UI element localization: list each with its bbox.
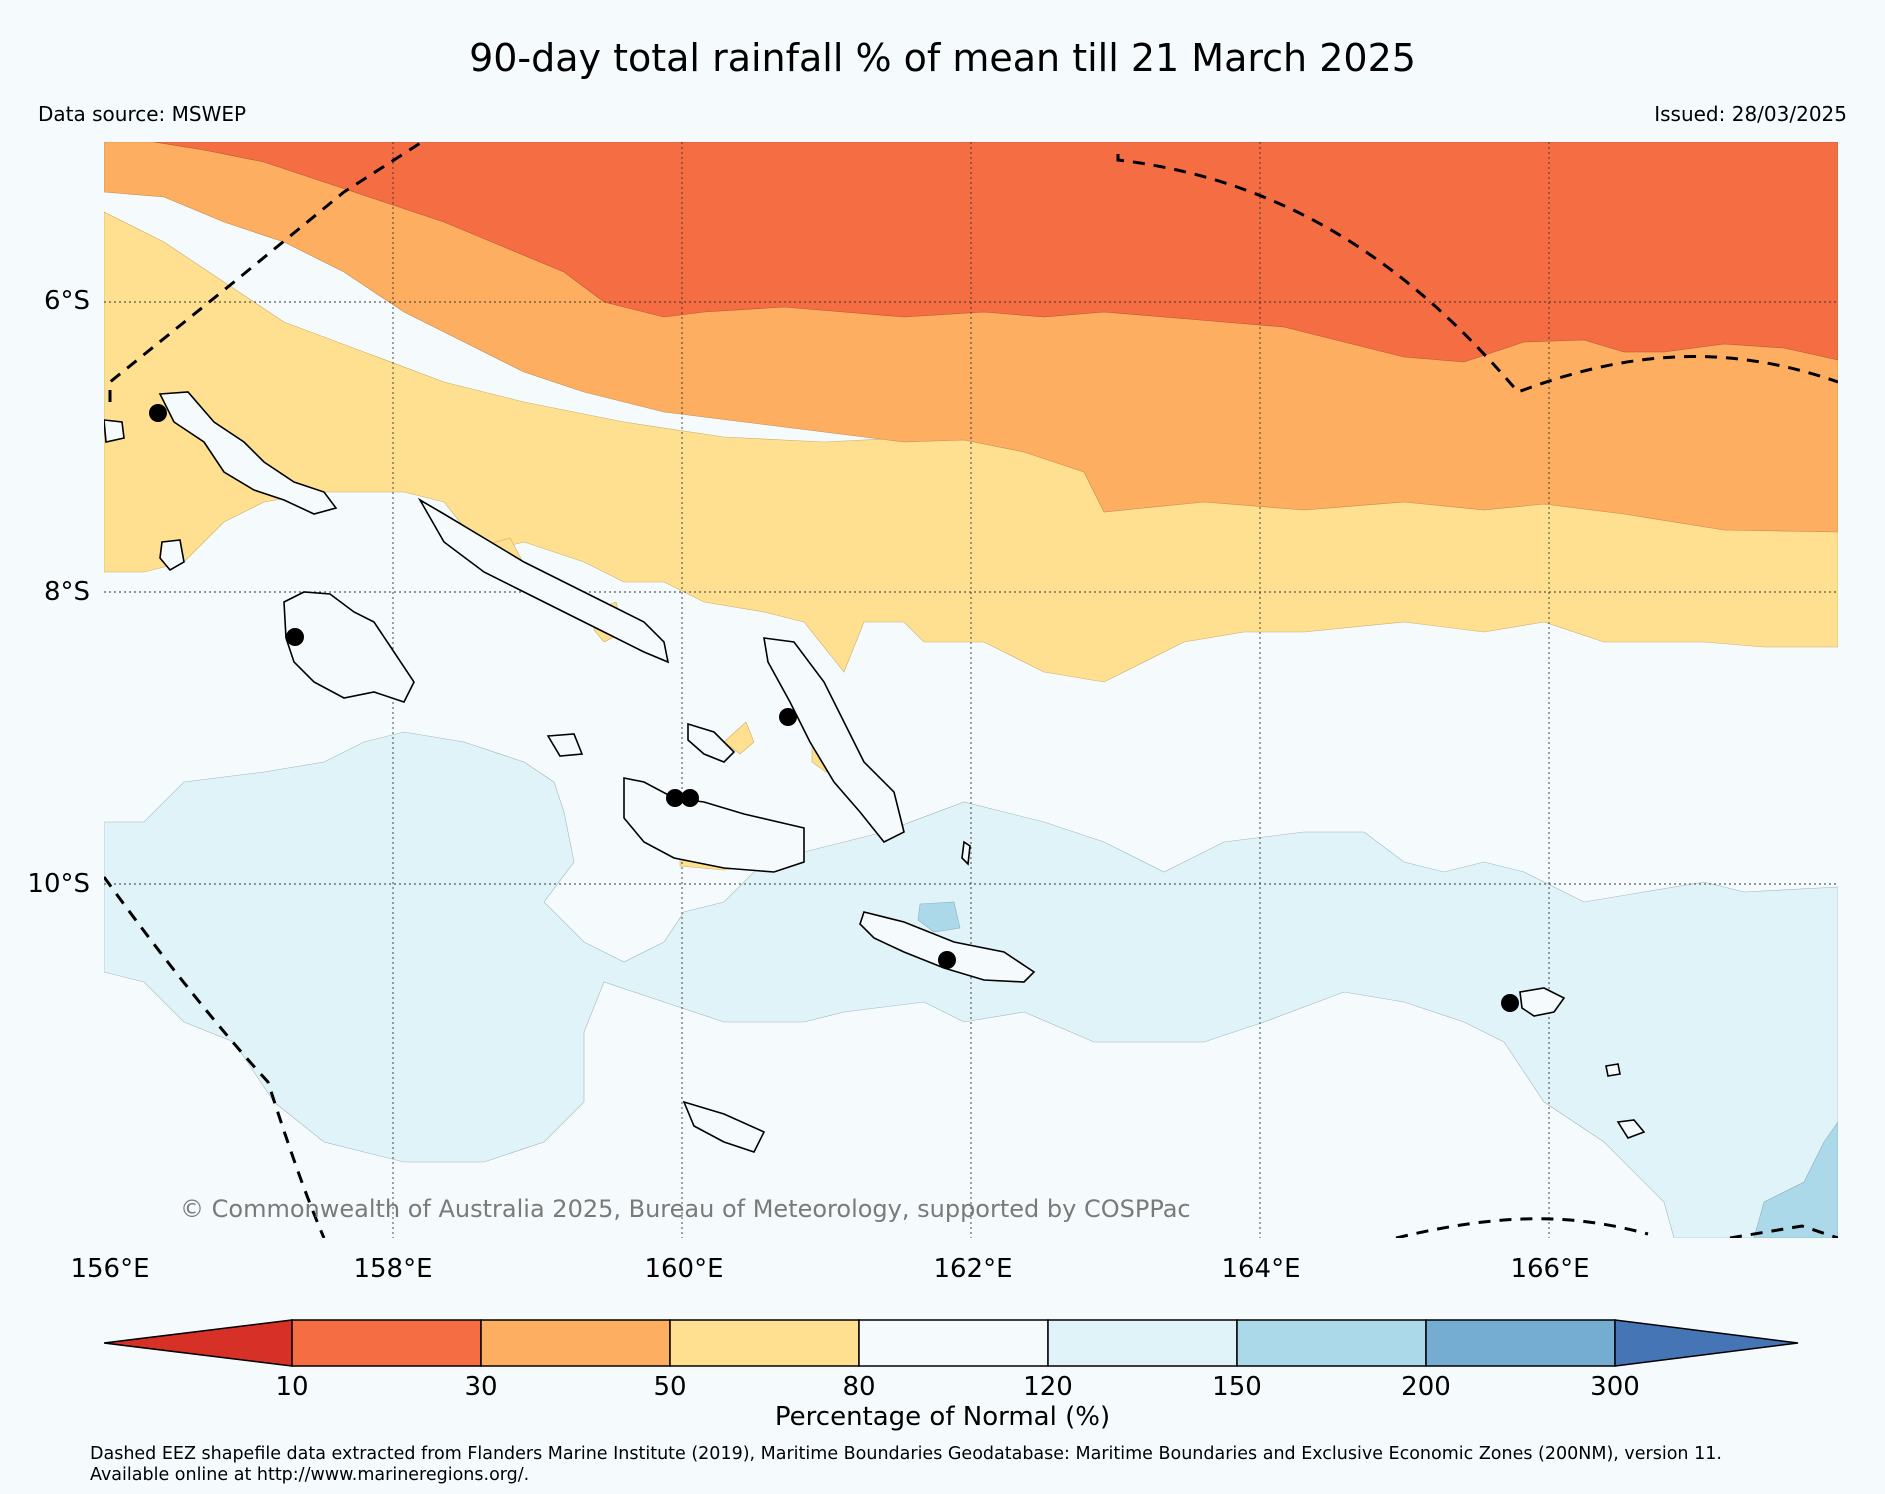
eez-line-nw — [108, 142, 423, 402]
lon-label-156e: 156°E — [70, 1254, 150, 1284]
lon-label-162e: 162°E — [933, 1254, 1013, 1284]
colorbar-segment-30-50 — [480, 1319, 671, 1367]
colorbar-segment-200-300 — [1425, 1319, 1616, 1367]
colorbar-segment-50-80 — [669, 1319, 860, 1367]
lat-label-8s: 8°S — [43, 577, 90, 607]
rainfall-map — [104, 142, 1838, 1238]
colorbar-tick: 120 — [1023, 1372, 1073, 1402]
colorbar-segment-10-30 — [291, 1319, 482, 1367]
island-islet-3 — [961, 840, 971, 866]
colorbar-tick: 10 — [275, 1372, 309, 1402]
band-50-80-patch — [723, 721, 755, 755]
eez-line-se-2 — [1729, 1224, 1838, 1238]
island-santa-isabel — [763, 637, 905, 844]
lon-label-158e: 158°E — [353, 1254, 433, 1284]
colorbar-extend-low — [103, 1319, 293, 1367]
station-marker — [1501, 994, 1519, 1012]
colorbar-label: Percentage of Normal (%) — [774, 1402, 1111, 1432]
colorbar-tick: 150 — [1212, 1372, 1262, 1402]
island-bougainville — [158, 391, 338, 515]
station-marker — [149, 404, 167, 422]
lon-label-164e: 164°E — [1221, 1254, 1301, 1284]
station-marker — [681, 789, 699, 807]
island-shortland — [159, 539, 185, 572]
colorbar-extend-high — [1614, 1319, 1799, 1367]
island-treasury — [104, 419, 125, 443]
colorbar — [103, 1318, 1800, 1368]
lat-label-10s: 10°S — [27, 869, 90, 899]
island-islet-1 — [1616, 1119, 1646, 1139]
map-title: 90-day total rainfall % of mean till 21 … — [469, 36, 1416, 80]
station-marker — [286, 628, 304, 646]
station-marker — [779, 708, 797, 726]
colorbar-tick: 200 — [1401, 1372, 1451, 1402]
island-florida — [687, 722, 736, 763]
island-new-georgia — [283, 591, 415, 703]
footnote-line: Dashed EEZ shapefile data extracted from… — [90, 1444, 1722, 1464]
lat-label-6s: 6°S — [43, 286, 90, 316]
colorbar-tick: 300 — [1590, 1372, 1640, 1402]
graticule — [104, 142, 1838, 1238]
island-islet-4 — [546, 733, 584, 757]
colorbar-tick: 50 — [653, 1372, 687, 1402]
band-150-200-patch — [917, 901, 961, 933]
colorbar-tick: 30 — [464, 1372, 498, 1402]
colorbar-segment-80-120 — [858, 1319, 1049, 1367]
issued-date-label: Issued: 28/03/2025 — [1654, 102, 1847, 126]
colorbar-segment-150-200 — [1236, 1319, 1427, 1367]
band-10-30 — [153, 142, 1838, 363]
footnote: Dashed EEZ shapefile data extracted from… — [90, 1444, 1880, 1486]
island-temotu — [1519, 987, 1566, 1017]
band-120-150 — [104, 731, 1838, 1238]
footnote-line: Available online at http://www.marinereg… — [90, 1465, 530, 1485]
colorbar-segment-120-150 — [1047, 1319, 1238, 1367]
island-islet-2 — [1605, 1063, 1621, 1077]
eez-line-ne — [1116, 154, 1838, 394]
colorbar-tick: 80 — [842, 1372, 876, 1402]
copyright-notice: © Commonwealth of Australia 2025, Bureau… — [180, 1195, 1191, 1223]
island-choiseul — [417, 497, 670, 664]
island-malaita-south — [682, 1100, 766, 1153]
station-marker — [938, 951, 956, 969]
eez-boundaries — [104, 142, 1838, 1238]
band-150-200 — [1753, 1121, 1838, 1238]
island-makira — [859, 911, 1036, 983]
station-markers — [149, 404, 1519, 1012]
data-source-label: Data source: MSWEP — [38, 102, 247, 126]
station-marker — [666, 789, 684, 807]
lon-label-166e: 166°E — [1510, 1254, 1590, 1284]
lon-label-160e: 160°E — [644, 1254, 724, 1284]
